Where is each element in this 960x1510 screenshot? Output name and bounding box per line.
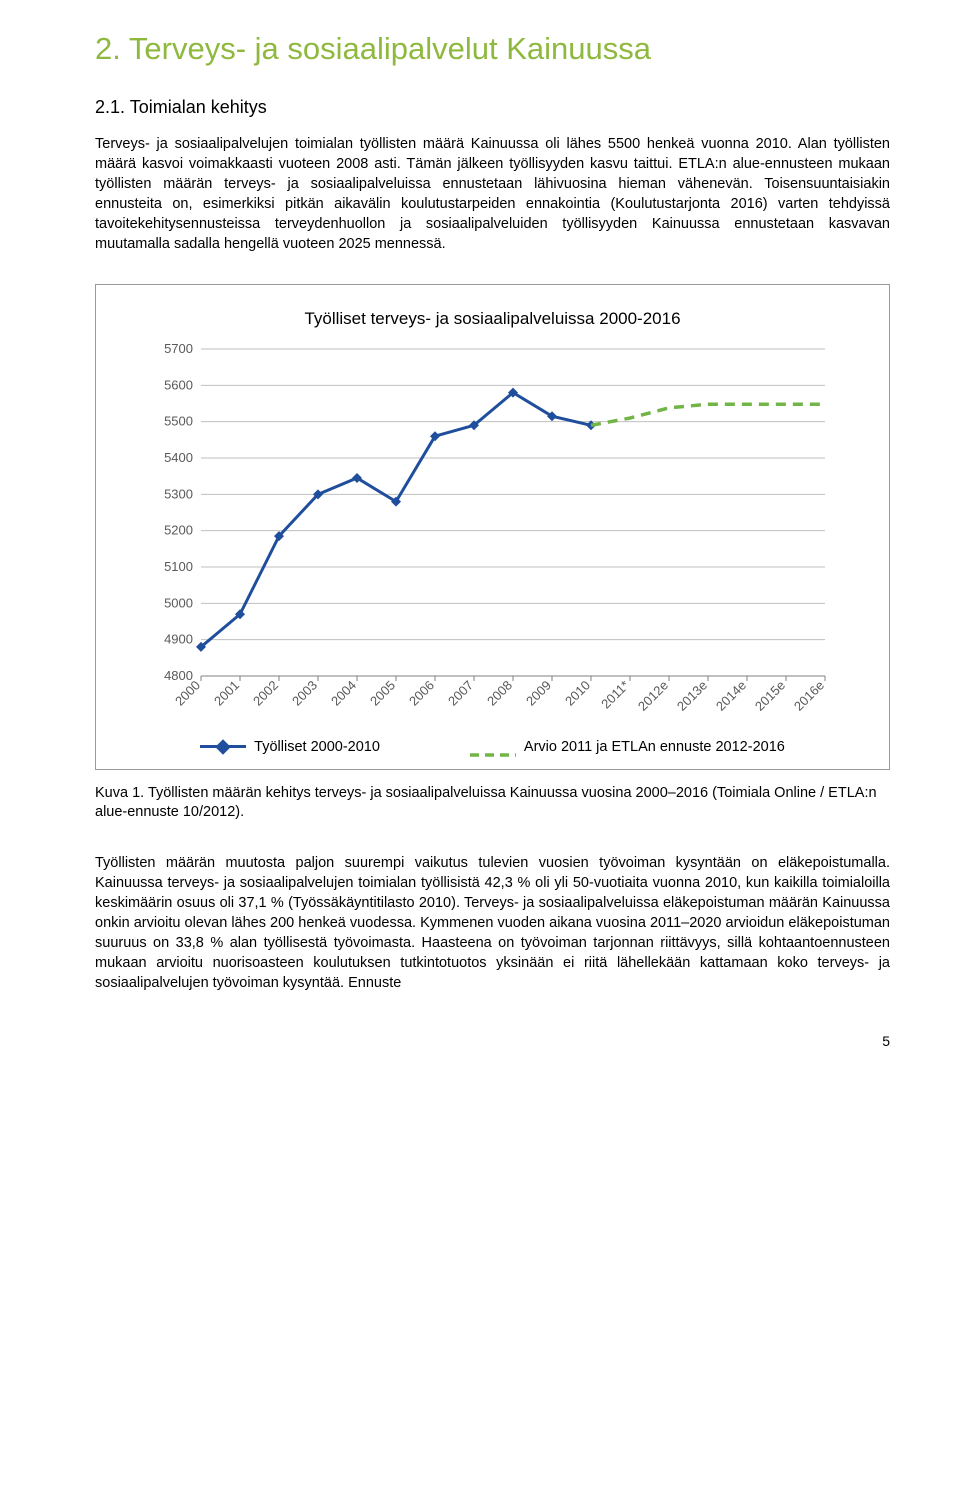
section-heading: 2. Terveys- ja sosiaalipalvelut Kainuuss… (95, 30, 890, 69)
figure-caption: Kuva 1. Työllisten määrän kehitys tervey… (95, 784, 890, 823)
legend-dashed-label: Arvio 2011 ja ETLAn ennuste 2012-2016 (524, 739, 785, 755)
legend-solid-label: Työlliset 2000-2010 (254, 739, 380, 755)
svg-text:2010: 2010 (562, 677, 593, 708)
legend-item-solid: Työlliset 2000-2010 (200, 739, 380, 755)
legend-item-dashed: Arvio 2011 ja ETLAn ennuste 2012-2016 (470, 739, 785, 755)
svg-text:2015e: 2015e (751, 677, 787, 713)
chart-title: Työlliset terveys- ja sosiaalipalveluiss… (116, 309, 869, 329)
svg-text:2013e: 2013e (673, 677, 709, 713)
svg-text:5100: 5100 (164, 559, 193, 574)
svg-text:5500: 5500 (164, 413, 193, 428)
svg-text:2003: 2003 (289, 677, 320, 708)
svg-text:2014e: 2014e (712, 677, 748, 713)
chart-container: Työlliset terveys- ja sosiaalipalveluiss… (95, 284, 890, 770)
page-number: 5 (95, 1033, 890, 1049)
svg-text:2004: 2004 (328, 677, 359, 708)
svg-text:2005: 2005 (367, 677, 398, 708)
svg-text:2006: 2006 (406, 677, 437, 708)
svg-text:5700: 5700 (164, 341, 193, 356)
svg-text:5000: 5000 (164, 595, 193, 610)
subsection-heading: 2.1. Toimialan kehitys (95, 97, 890, 118)
chart-legend: Työlliset 2000-2010 Arvio 2011 ja ETLAn … (116, 739, 869, 755)
svg-text:5600: 5600 (164, 377, 193, 392)
svg-text:2012e: 2012e (634, 677, 670, 713)
svg-text:5400: 5400 (164, 450, 193, 465)
svg-text:2007: 2007 (445, 677, 476, 708)
svg-text:5300: 5300 (164, 486, 193, 501)
intro-paragraph: Terveys- ja sosiaalipalvelujen toimialan… (95, 134, 890, 254)
svg-text:2002: 2002 (250, 677, 281, 708)
svg-text:5200: 5200 (164, 522, 193, 537)
svg-text:2016e: 2016e (790, 677, 826, 713)
svg-text:4900: 4900 (164, 631, 193, 646)
svg-text:2009: 2009 (523, 677, 554, 708)
legend-solid-swatch (200, 745, 246, 748)
svg-text:2001: 2001 (211, 677, 242, 708)
svg-text:2011*: 2011* (598, 677, 632, 711)
after-chart-paragraph: Työllisten määrän muutosta paljon suurem… (95, 853, 890, 993)
line-chart: 4800490050005100520053005400550056005700… (143, 341, 843, 731)
svg-text:2008: 2008 (484, 677, 515, 708)
